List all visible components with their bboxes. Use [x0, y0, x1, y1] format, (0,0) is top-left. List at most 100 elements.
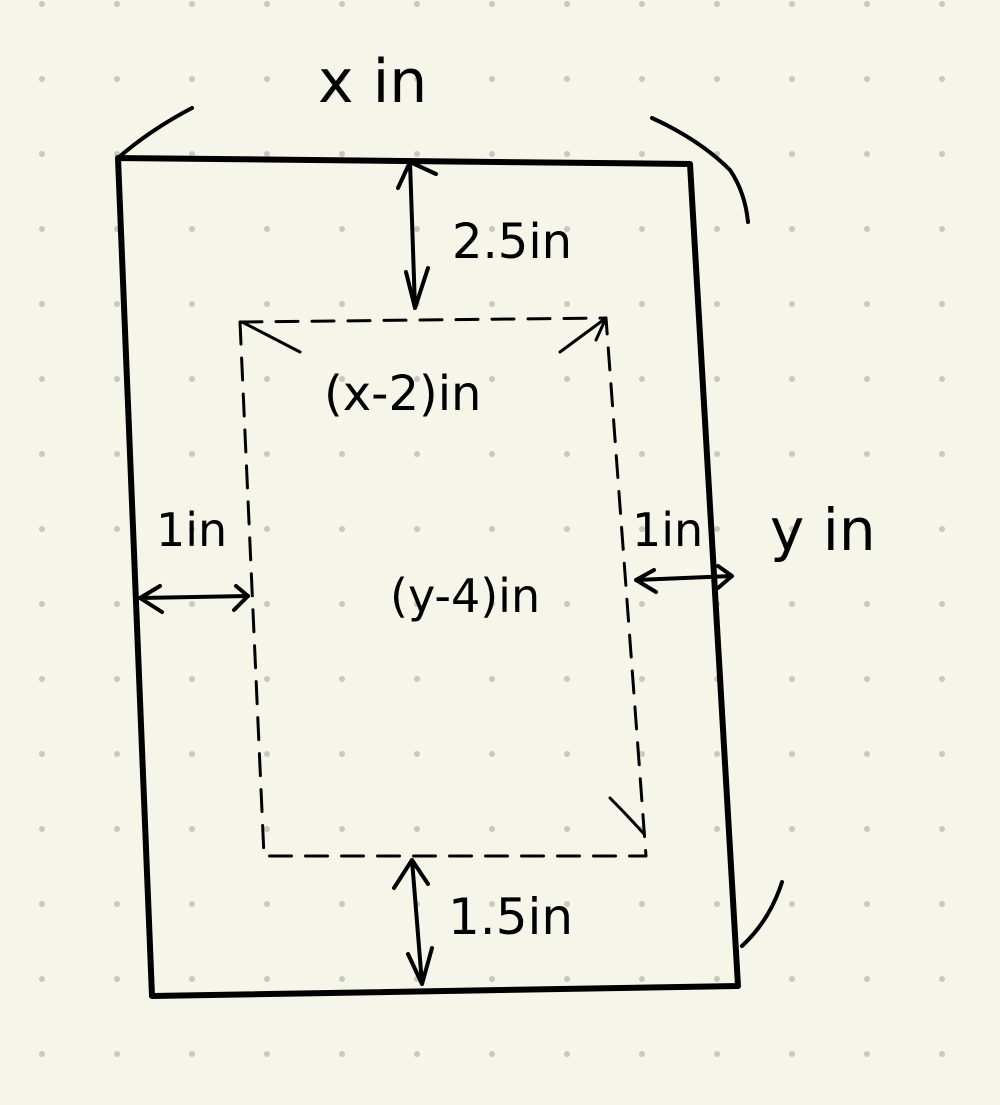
grid-dot: [639, 526, 645, 532]
grid-dot: [864, 1, 870, 7]
grid-dot: [39, 676, 45, 682]
grid-dot: [189, 376, 195, 382]
grid-dot: [489, 1, 495, 7]
grid-dot: [489, 826, 495, 832]
grid-dot: [564, 676, 570, 682]
grid-dot: [414, 601, 420, 607]
inner-height-label: (y-4)in: [390, 569, 540, 623]
grid-dot: [714, 526, 720, 532]
grid-dot: [114, 976, 120, 982]
grid-dot: [189, 826, 195, 832]
grid-dot: [264, 676, 270, 682]
grid-dot: [864, 826, 870, 832]
grid-dot: [789, 676, 795, 682]
grid-dot: [339, 1, 345, 7]
grid-dot: [639, 1051, 645, 1057]
grid-dot: [714, 976, 720, 982]
grid-dot: [339, 751, 345, 757]
grid-dot: [189, 301, 195, 307]
grid-dot: [789, 976, 795, 982]
grid-dot: [414, 226, 420, 232]
grid-dot: [414, 451, 420, 457]
right-margin-label: 1in: [632, 503, 703, 557]
grid-dot: [414, 376, 420, 382]
grid-dot: [39, 76, 45, 82]
grid-dot: [39, 526, 45, 532]
grid-dot: [114, 901, 120, 907]
grid-dot: [714, 826, 720, 832]
grid-dot: [714, 451, 720, 457]
grid-dot: [489, 151, 495, 157]
grid-dot: [564, 976, 570, 982]
top-margin-label: 2.5in: [452, 214, 572, 270]
grid-dot: [264, 1, 270, 7]
width-brace-left: [116, 106, 194, 160]
grid-dot: [564, 451, 570, 457]
grid-dot: [939, 976, 945, 982]
grid-dot: [939, 526, 945, 532]
grid-dot: [264, 526, 270, 532]
grid-dot: [114, 676, 120, 682]
grid-dot: [939, 751, 945, 757]
grid-dot: [114, 826, 120, 832]
grid-dot: [864, 751, 870, 757]
grid-dot: [39, 901, 45, 907]
grid-dot: [639, 226, 645, 232]
grid-dot: [789, 301, 795, 307]
grid-dot: [714, 301, 720, 307]
grid-dot: [414, 751, 420, 757]
grid-dot: [39, 226, 45, 232]
grid-dot: [489, 676, 495, 682]
grid-dot: [939, 376, 945, 382]
grid-dot: [39, 1, 45, 7]
grid-dot: [639, 751, 645, 757]
grid-dot: [39, 451, 45, 457]
grid-dot: [564, 601, 570, 607]
bottom-margin-label: 1.5in: [448, 888, 573, 946]
grid-dot: [864, 526, 870, 532]
grid-dot: [189, 451, 195, 457]
grid-dot: [789, 76, 795, 82]
grid-dot: [264, 751, 270, 757]
grid-dot: [489, 226, 495, 232]
grid-dot: [414, 151, 420, 157]
grid-dot: [114, 301, 120, 307]
grid-dot: [414, 76, 420, 82]
grid-dot: [264, 976, 270, 982]
grid-dot: [189, 676, 195, 682]
grid-dot: [39, 751, 45, 757]
outer-width-label: x in: [318, 47, 427, 117]
grid-dot: [564, 901, 570, 907]
grid-dot: [789, 751, 795, 757]
grid-dot: [864, 451, 870, 457]
grid-dot: [639, 376, 645, 382]
grid-dot: [714, 901, 720, 907]
grid-dot: [339, 676, 345, 682]
outer-rectangle: [115, 155, 741, 999]
grid-dot: [789, 601, 795, 607]
grid-dot: [714, 751, 720, 757]
grid-dot: [564, 376, 570, 382]
grid-dot: [714, 226, 720, 232]
grid-dot: [864, 976, 870, 982]
grid-dot: [339, 151, 345, 157]
grid-dot: [189, 601, 195, 607]
grid-dot: [339, 226, 345, 232]
grid-dot: [339, 76, 345, 82]
grid-dot: [864, 601, 870, 607]
grid-dot: [114, 1, 120, 7]
grid-dot: [489, 526, 495, 532]
left-margin-arrow: [138, 584, 250, 614]
inner-rectangle: [238, 316, 648, 858]
grid-dot: [114, 376, 120, 382]
grid-dot: [414, 526, 420, 532]
inner-width-brace-left: [240, 320, 302, 354]
bottom-margin-arrow: [392, 858, 434, 986]
grid-dot: [39, 1051, 45, 1057]
grid-dot: [414, 1, 420, 7]
grid-dot: [264, 826, 270, 832]
grid-dot: [789, 151, 795, 157]
grid-dot: [114, 751, 120, 757]
grid-dot: [264, 901, 270, 907]
